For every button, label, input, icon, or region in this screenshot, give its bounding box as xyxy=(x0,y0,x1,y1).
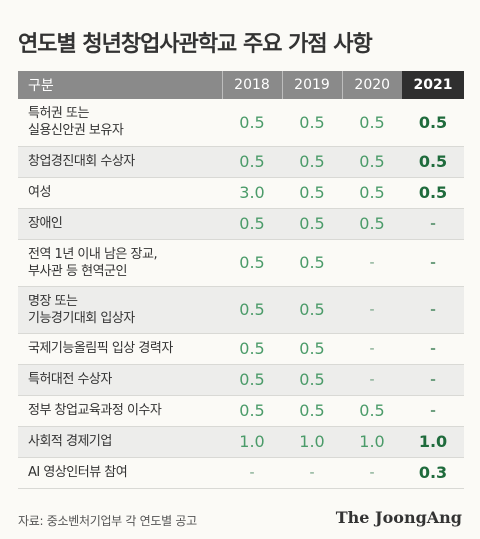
table-header-row: 구분 2018 2019 2020 2021 xyxy=(18,71,464,99)
cell-value: 0.5 xyxy=(342,177,402,209)
table-row: 명장 또는 기능경기대회 입상자 0.5 0.5- - xyxy=(18,286,464,334)
cell-value: 0.5 xyxy=(282,395,342,427)
row-label: 창업경진대회 수상자 xyxy=(18,146,222,178)
page-title: 연도별 청년창업사관학교 주요 가점 사항 xyxy=(18,32,373,57)
publisher-logo: The JoongAng xyxy=(335,508,462,527)
cell-value: 0.5 xyxy=(342,146,402,178)
table-row: 국제기능올림픽 입상 경력자 0.5 0.5- - xyxy=(18,333,464,365)
row-label: 명장 또는 기능경기대회 입상자 xyxy=(18,286,222,334)
cell-value: 0.5 xyxy=(282,239,342,287)
table-body: 특허권 또는 실용신안권 보유자 0.5 0.5 0.5 0.5 창업경진대회 수상자 0.5… xyxy=(18,99,464,489)
table-row: 특허대전 수상자 0.5 0.5- - xyxy=(18,364,464,396)
cell-value: 0.5 xyxy=(222,146,282,178)
cell-value: 0.5 xyxy=(222,208,282,240)
cell-value: 0.5 xyxy=(342,208,402,240)
cell-value: - xyxy=(402,364,464,396)
row-label: 특허권 또는 실용신안권 보유자 xyxy=(18,99,222,147)
table-row: 전역 1년 이내 남은 장교, 부사관 등 현역군인 0.5 0.5- - xyxy=(18,239,464,287)
row-label: 특허대전 수상자 xyxy=(18,364,222,396)
cell-value: - xyxy=(342,333,402,365)
cell-value: 0.5 xyxy=(282,364,342,396)
cell-value: - xyxy=(402,395,464,427)
header-category: 구분 xyxy=(18,71,222,99)
cell-value: 0.5 xyxy=(222,333,282,365)
bonus-points-table: 구분 2018 2019 2020 2021 특허권 또는 실용신안권 보유자 0.… xyxy=(18,71,464,489)
table-row: 특허권 또는 실용신안권 보유자 0.5 0.5 0.5 0.5 xyxy=(18,99,464,147)
cell-value: 0.5 xyxy=(222,99,282,147)
cell-value: 0.5 xyxy=(222,364,282,396)
cell-value: - xyxy=(282,457,342,489)
table-row: 여성 3.0 0.5 0.5 0.5 xyxy=(18,177,464,209)
cell-value: - xyxy=(402,286,464,334)
cell-value: 0.5 xyxy=(282,333,342,365)
table-row: 정부 창업교육과정 이수자 0.5 0.5 0.5- xyxy=(18,395,464,427)
table-row: 장애인 0.5 0.5 0.5- xyxy=(18,208,464,240)
row-label: 국제기능올림픽 입상 경력자 xyxy=(18,333,222,365)
cell-value: 0.5 xyxy=(402,177,464,209)
cell-value: - xyxy=(222,457,282,489)
cell-value: - xyxy=(402,333,464,365)
cell-value: 0.5 xyxy=(342,99,402,147)
cell-value: 0.5 xyxy=(222,395,282,427)
table-row: AI 영상인터뷰 참여 - - -0.3 xyxy=(18,457,464,489)
cell-value: 0.5 xyxy=(222,286,282,334)
cell-value: 0.5 xyxy=(282,208,342,240)
cell-value: 0.5 xyxy=(342,395,402,427)
row-label: 전역 1년 이내 남은 장교, 부사관 등 현역군인 xyxy=(18,239,222,287)
cell-value: 1.0 xyxy=(222,426,282,458)
row-label: 장애인 xyxy=(18,208,222,240)
cell-value: 0.5 xyxy=(282,146,342,178)
cell-value: 0.5 xyxy=(222,239,282,287)
cell-value: 0.3 xyxy=(402,457,464,489)
header-year-2018: 2018 xyxy=(221,71,282,99)
cell-value: - xyxy=(342,364,402,396)
cell-value: 0.5 xyxy=(402,146,464,178)
cell-value: - xyxy=(342,239,402,287)
header-year-2020: 2020 xyxy=(341,71,402,99)
table-row: 사회적 경제기업 1.0 1.0 1.0 1.0 xyxy=(18,426,464,458)
cell-value: 1.0 xyxy=(342,426,402,458)
row-label: 여성 xyxy=(18,177,222,209)
row-label: 정부 창업교육과정 이수자 xyxy=(18,395,222,427)
cell-value: - xyxy=(342,286,402,334)
cell-value: 0.5 xyxy=(282,99,342,147)
cell-value: 0.5 xyxy=(282,286,342,334)
cell-value: 3.0 xyxy=(222,177,282,209)
cell-value: 1.0 xyxy=(282,426,342,458)
cell-value: - xyxy=(402,239,464,287)
source-note: 자료: 중소벤처기업부 각 연도별 공고 xyxy=(18,514,197,528)
cell-value: - xyxy=(342,457,402,489)
cell-value: 1.0 xyxy=(402,426,464,458)
table-row: 창업경진대회 수상자 0.5 0.5 0.5 0.5 xyxy=(18,146,464,178)
header-year-2019: 2019 xyxy=(281,71,342,99)
row-label: AI 영상인터뷰 참여 xyxy=(18,457,222,489)
cell-value: - xyxy=(402,208,464,240)
header-year-2021: 2021 xyxy=(402,71,464,99)
cell-value: 0.5 xyxy=(402,99,464,147)
row-label: 사회적 경제기업 xyxy=(18,426,222,458)
cell-value: 0.5 xyxy=(282,177,342,209)
